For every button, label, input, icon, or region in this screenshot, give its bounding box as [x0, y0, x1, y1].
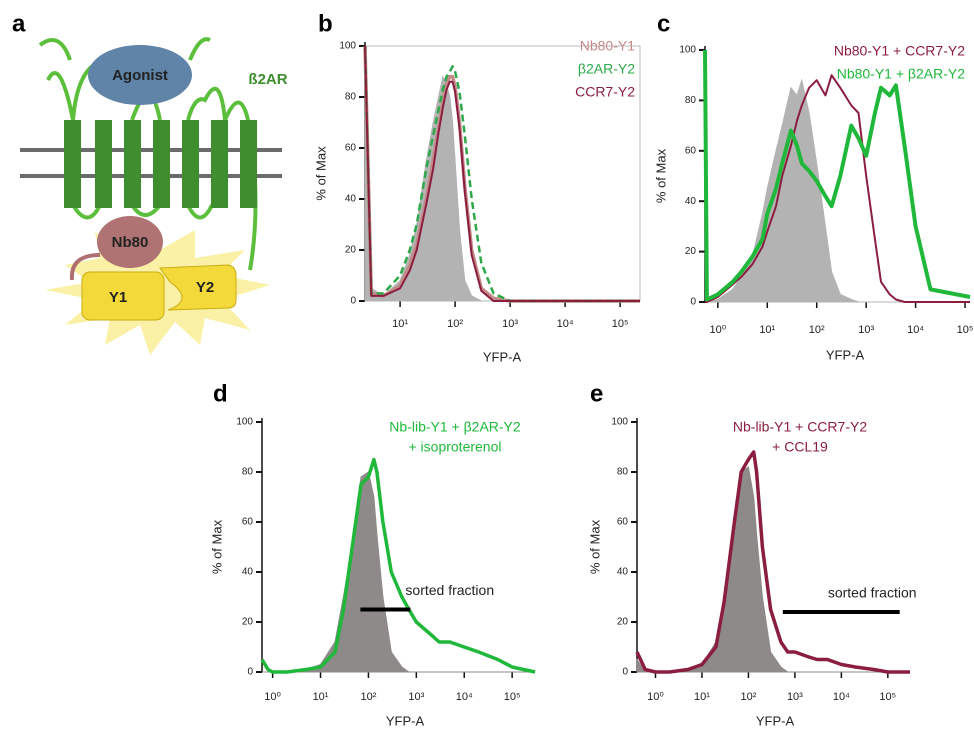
legend-entry: Nb-lib-Y1 + CCR7-Y2 [733, 419, 867, 435]
y-tick-label: 0 [350, 296, 356, 307]
histogram-line [705, 74, 970, 303]
y-axis-title: % of Max [653, 148, 668, 203]
histogram-line [260, 457, 536, 674]
panel-letter: c [657, 10, 670, 37]
x-tick-label: 10² [360, 691, 376, 703]
y-tick-label: 80 [242, 467, 254, 478]
x-axis-title: YFP-A [826, 347, 865, 362]
y-tick-label: 80 [617, 467, 629, 478]
legend-entry: Nb80-Y1 + β2AR-Y2 [837, 66, 965, 82]
histogram-line [364, 45, 640, 302]
nb80-label: Nb80 [112, 234, 149, 251]
legend-note: + isoproterenol [408, 439, 501, 455]
histogram-line [363, 45, 640, 303]
y-axis-title: % of Max [313, 146, 328, 201]
y-tick-label: 60 [345, 143, 357, 154]
y-tick-label: 80 [345, 92, 357, 103]
x-tick-label: 10¹ [313, 691, 329, 703]
x-tick-label: 10³ [408, 691, 424, 703]
y-tick-label: 60 [617, 517, 629, 528]
y2-label: Y2 [196, 279, 214, 296]
y-tick-label: 40 [685, 196, 697, 207]
legend-entry: CCR7-Y2 [575, 84, 635, 100]
y-tick-label: 0 [247, 667, 253, 678]
x-tick-label: 10³ [787, 691, 803, 703]
panel-letter: a [12, 10, 26, 37]
y1-label: Y1 [109, 289, 127, 306]
y2-shape [159, 264, 237, 311]
panel-letter: b [318, 10, 333, 37]
y-tick-label: 100 [339, 41, 356, 52]
x-tick-label: 10² [740, 691, 756, 703]
x-axis-title: YFP-A [483, 349, 522, 364]
x-tick-label: 10² [809, 324, 825, 336]
y-tick-label: 20 [242, 617, 254, 628]
y-tick-label: 20 [345, 245, 357, 256]
histogram-area [636, 466, 910, 673]
y-tick-label: 60 [242, 517, 254, 528]
y-tick-label: 100 [611, 417, 628, 428]
y-tick-label: 40 [242, 567, 254, 578]
x-tick-label: 10¹ [694, 691, 710, 703]
helices [64, 120, 257, 208]
y-axis-title: % of Max [209, 519, 224, 574]
x-tick-label: 10² [447, 318, 463, 330]
legend-note: + CCL19 [772, 439, 828, 455]
x-tick-label: 10⁴ [833, 691, 850, 703]
agonist-label: Agonist [112, 67, 168, 84]
y-tick-label: 20 [617, 617, 629, 628]
panel-letter: e [590, 380, 603, 407]
panel-letter: d [213, 380, 228, 407]
x-tick-label: 10³ [858, 324, 874, 336]
linker [69, 253, 101, 281]
x-tick-label: 10³ [502, 318, 518, 330]
y1-shape [81, 271, 165, 321]
histogram-line [703, 49, 971, 302]
y-tick-label: 0 [622, 667, 628, 678]
y-tick-label: 80 [685, 95, 697, 106]
legend-entry: Nb80-Y1 + CCR7-Y2 [834, 43, 965, 59]
nb80-shape [97, 216, 163, 268]
y-tick-label: 40 [345, 194, 357, 205]
y-tick-label: 0 [690, 297, 696, 308]
x-tick-label: 10⁴ [557, 318, 574, 330]
x-tick-label: 10⁰ [264, 691, 281, 703]
x-tick-label: 10¹ [759, 324, 775, 336]
legend-entry: β2AR-Y2 [578, 61, 635, 77]
x-axis-title: YFP-A [386, 713, 425, 728]
y-tick-label: 20 [685, 246, 697, 257]
receptor-label: ß2AR [248, 71, 287, 88]
x-tick-label: 10¹ [392, 318, 408, 330]
y-axis-title: % of Max [587, 519, 602, 574]
x-tick-label: 10⁵ [957, 324, 974, 336]
x-tick-label: 10⁴ [907, 324, 924, 336]
x-tick-label: 10⁰ [647, 691, 664, 703]
agonist-shape [88, 45, 192, 105]
x-tick-label: 10⁵ [504, 691, 521, 703]
y-tick-label: 40 [617, 567, 629, 578]
histogram-line [635, 450, 910, 674]
x-tick-label: 10⁰ [710, 324, 727, 336]
y-tick-label: 100 [679, 45, 696, 56]
legend-entry: Nb80-Y1 [580, 38, 635, 54]
histogram-area [262, 471, 535, 673]
gate-label: sorted fraction [405, 582, 494, 598]
x-tick-label: 10⁵ [879, 691, 896, 703]
y-tick-label: 100 [236, 417, 253, 428]
diagram-panel: a Agonist ß2AR Nb80 Y1 Y2 [12, 10, 288, 355]
gate-label: sorted fraction [828, 585, 917, 601]
y-tick-label: 60 [685, 145, 697, 156]
x-tick-label: 10⁴ [456, 691, 473, 703]
x-axis-title: YFP-A [756, 713, 795, 728]
legend-entry: Nb-lib-Y1 + β2AR-Y2 [389, 419, 521, 435]
x-tick-label: 10⁵ [612, 318, 629, 330]
